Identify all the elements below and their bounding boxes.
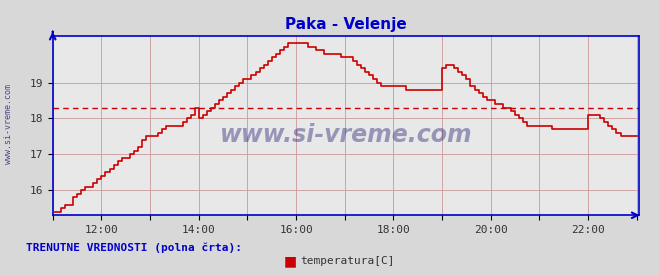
- Text: www.si-vreme.com: www.si-vreme.com: [219, 123, 473, 147]
- Title: Paka - Velenje: Paka - Velenje: [285, 17, 407, 32]
- Text: TRENUTNE VREDNOSTI (polna črta):: TRENUTNE VREDNOSTI (polna črta):: [26, 243, 243, 253]
- Text: temperatura[C]: temperatura[C]: [300, 256, 394, 266]
- Text: www.si-vreme.com: www.si-vreme.com: [4, 84, 13, 164]
- Text: ■: ■: [283, 254, 297, 268]
